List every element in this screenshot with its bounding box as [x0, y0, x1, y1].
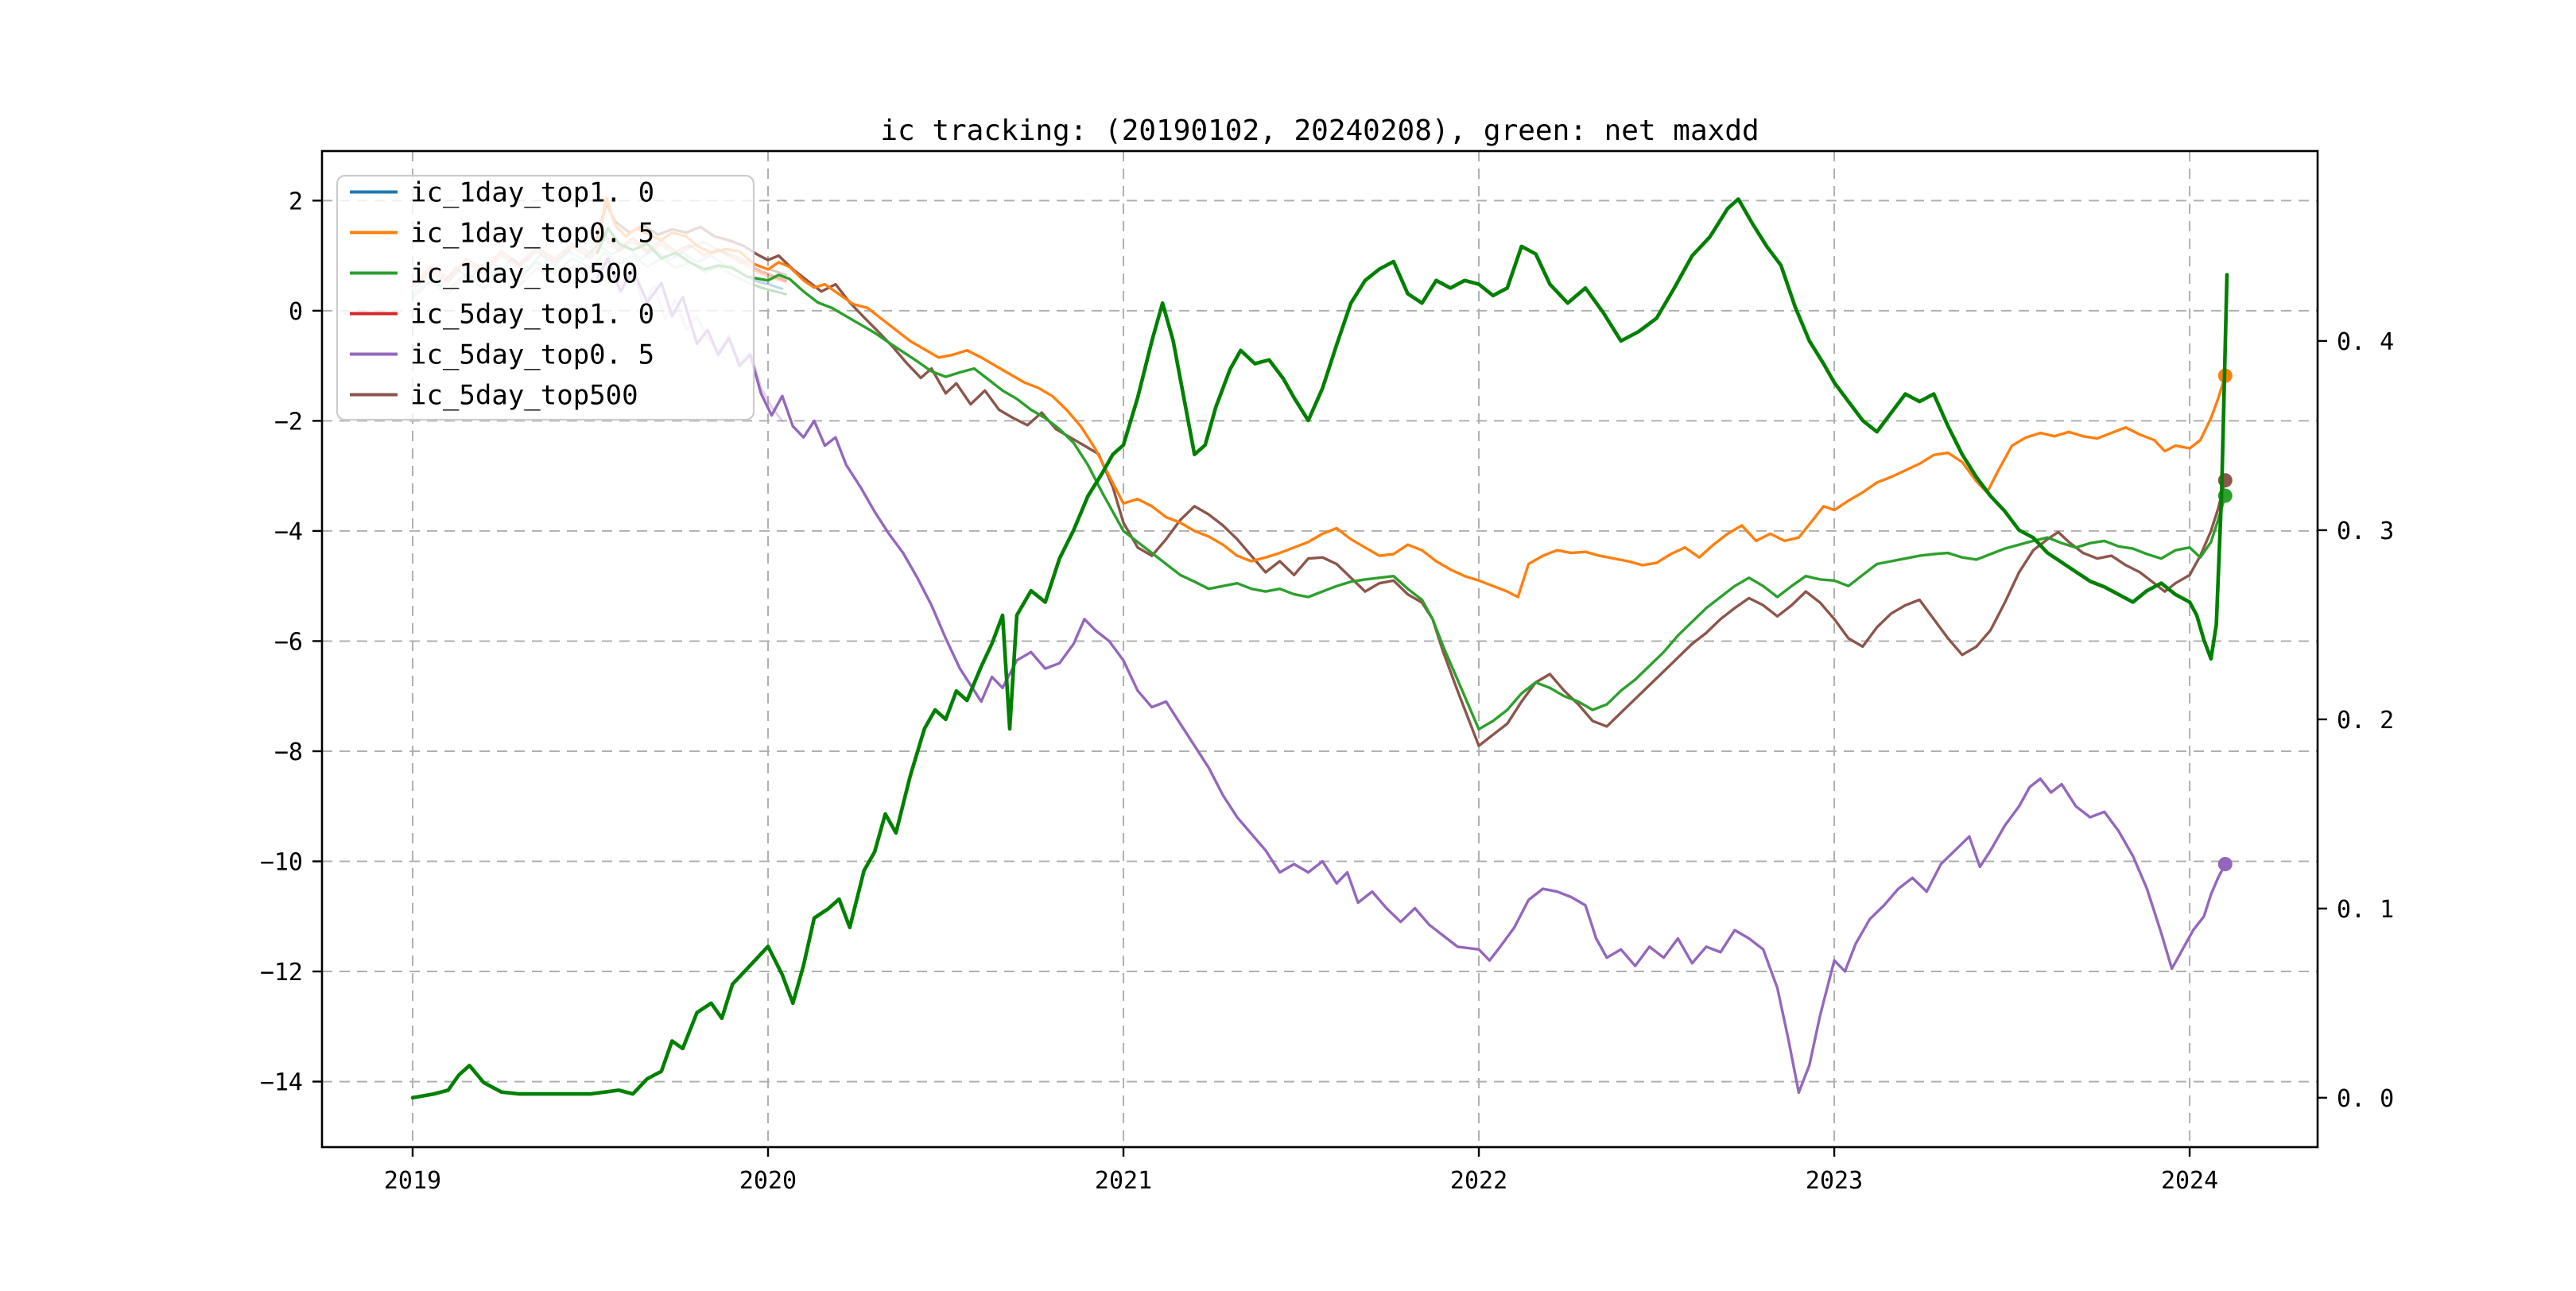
series-ic_1day_top0.5 — [596, 196, 2227, 599]
y-right-tick-label-0.4: 0. 4 — [2337, 328, 2394, 356]
legend-label-5: ic_5day_top500 — [410, 380, 638, 412]
legend-label-2: ic_1day_top500 — [410, 258, 638, 290]
y-left-tick-label-0: 0 — [289, 298, 303, 326]
y-left-tick-label--10: −10 — [260, 849, 303, 877]
series-ic_1day_top500 — [596, 227, 2227, 731]
series-net_maxdd — [410, 197, 2229, 1100]
y-left-tick-label--14: −14 — [260, 1069, 303, 1097]
x-tick-label-2024: 2024 — [2161, 1167, 2218, 1195]
y-left-tick-label--2: −2 — [274, 408, 303, 436]
y-right-tick-label-0.3: 0. 3 — [2337, 518, 2394, 545]
legend-label-3: ic_5day_top1. 0 — [410, 299, 654, 331]
x-tick-label-2022: 2022 — [1450, 1167, 1507, 1195]
series-ic_5day_top0.5 — [596, 257, 2227, 1095]
legend-label-4: ic_5day_top0. 5 — [410, 339, 654, 371]
x-tick-label-2020: 2020 — [739, 1167, 797, 1195]
legend-label-1: ic_1day_top0. 5 — [410, 218, 654, 250]
y-left-tick-label-2: 2 — [289, 188, 303, 215]
y-left-tick-label--4: −4 — [274, 518, 303, 546]
x-tick-label-2021: 2021 — [1095, 1167, 1152, 1195]
y-right-tick-label-0.1: 0. 1 — [2337, 896, 2394, 924]
x-tick-label-2019: 2019 — [384, 1167, 441, 1195]
chart-title: ic tracking: (20190102, 20240208), green… — [880, 114, 1759, 147]
y-left-tick-label--6: −6 — [274, 628, 303, 656]
endpoint-dot-ic_5day_top0.5 — [2217, 857, 2233, 871]
legend — [336, 174, 755, 421]
series-ic_5day_top500 — [596, 202, 2227, 747]
y-left-tick-label--12: −12 — [260, 959, 303, 987]
legend-label-0: ic_1day_top1. 0 — [410, 177, 654, 209]
x-tick-label-2023: 2023 — [1806, 1167, 1863, 1195]
axes-spines — [320, 149, 2319, 1149]
y-left-tick-label--8: −8 — [274, 739, 303, 766]
y-right-tick-label-0.2: 0. 2 — [2337, 707, 2394, 735]
y-right-tick-label-0: 0. 0 — [2337, 1085, 2394, 1113]
